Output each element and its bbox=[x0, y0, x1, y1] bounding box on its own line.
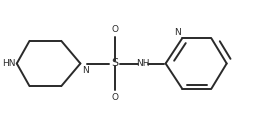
Text: N: N bbox=[82, 66, 88, 75]
Text: O: O bbox=[111, 25, 118, 34]
Text: NH: NH bbox=[136, 59, 149, 68]
Text: N: N bbox=[174, 28, 181, 37]
Text: HN: HN bbox=[2, 59, 16, 68]
Text: O: O bbox=[111, 93, 118, 102]
Text: S: S bbox=[111, 59, 118, 68]
